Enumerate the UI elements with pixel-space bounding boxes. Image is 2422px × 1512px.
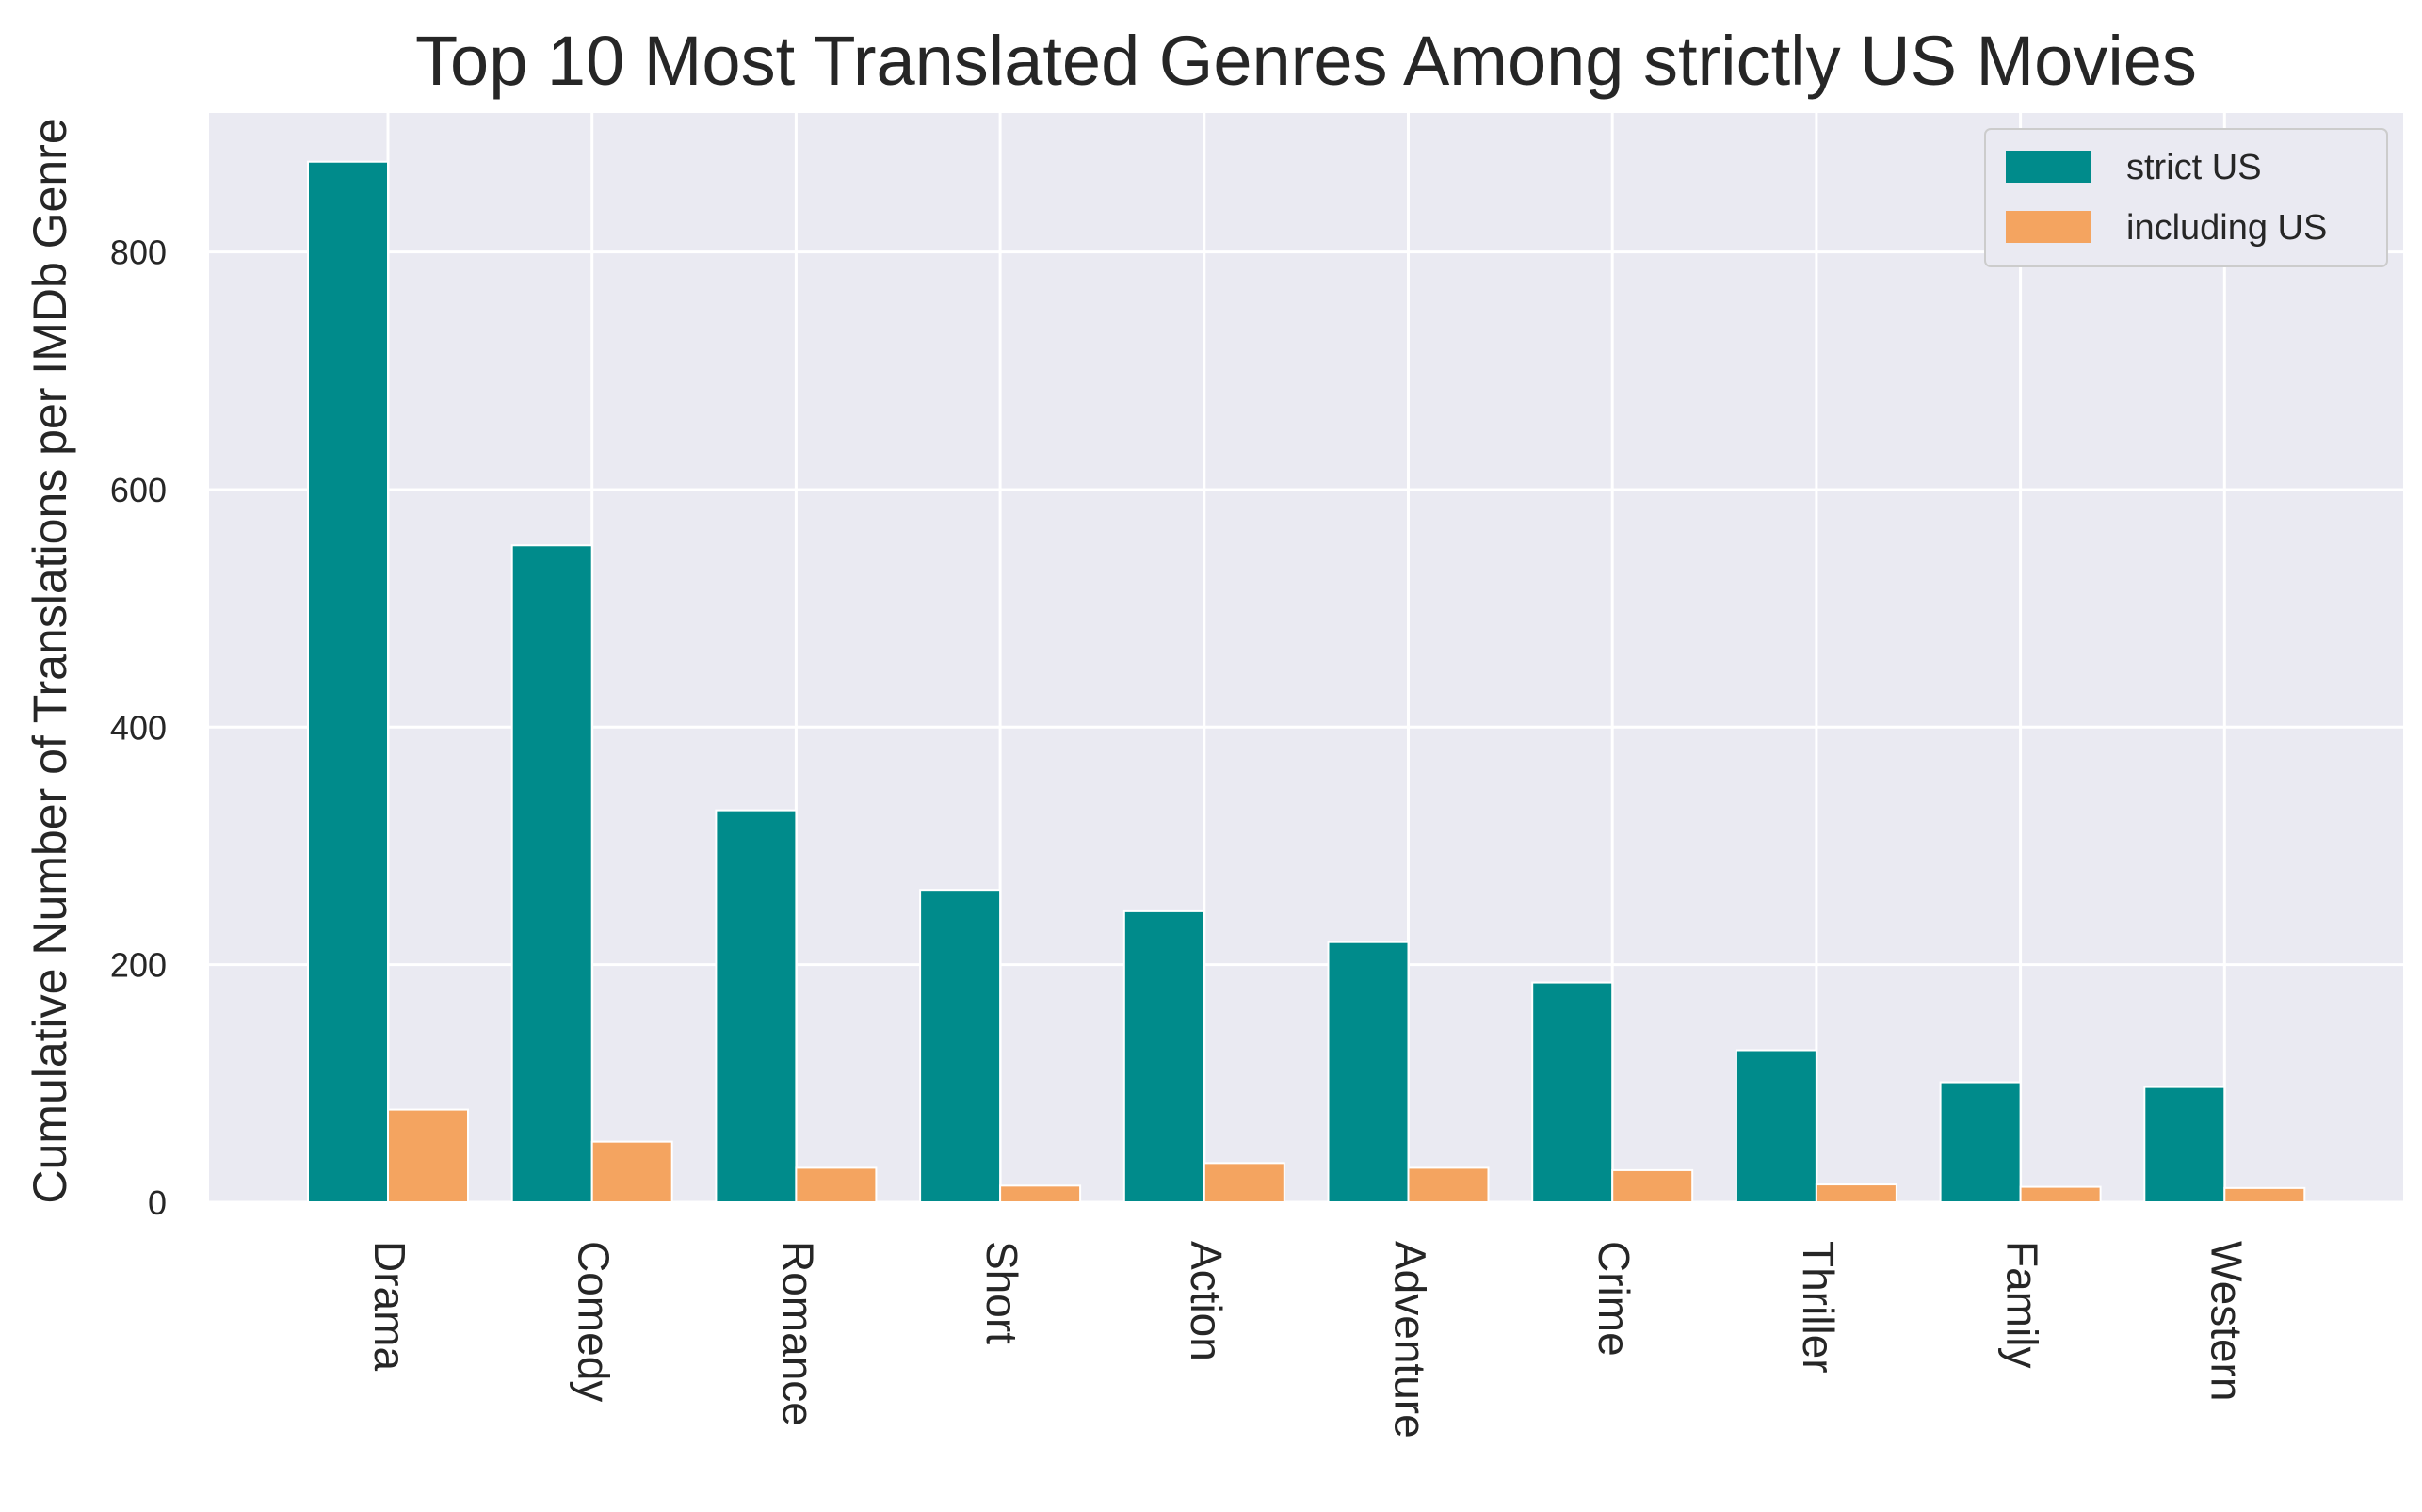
- y-tick-labels: 0 200 400 600 800: [110, 233, 167, 1222]
- y-tick-label: 800: [110, 233, 167, 272]
- bar-including-us-short: [999, 1184, 1082, 1204]
- bar-strict-us-family: [1939, 1081, 2022, 1203]
- x-tick-label-thriller: Thriller: [1794, 1241, 1843, 1374]
- y-tick-label: 600: [110, 471, 167, 509]
- bar-including-us-drama: [387, 1108, 469, 1203]
- bar-including-us-family: [2019, 1185, 2102, 1204]
- y-axis-label: Cumulative Number of Translations per IM…: [24, 118, 76, 1203]
- bar-including-us-comedy: [590, 1140, 673, 1203]
- y-tick-label: 0: [148, 1183, 167, 1222]
- x-tick-label-crime: Crime: [1590, 1241, 1639, 1357]
- x-tick-label-comedy: Comedy: [570, 1241, 619, 1402]
- bar-strict-us-thriller: [1735, 1049, 1817, 1204]
- chart-title: Top 10 Most Translated Genres Among stri…: [415, 22, 2197, 100]
- bar-strict-us-western: [2143, 1086, 2226, 1204]
- bar-strict-us-romance: [715, 809, 798, 1203]
- bar-strict-us-drama: [307, 160, 389, 1204]
- x-tick-label-family: Family: [1998, 1241, 2047, 1368]
- x-tick-label-adventure: Adventure: [1386, 1241, 1435, 1439]
- x-tick-label-action: Action: [1182, 1241, 1231, 1361]
- x-tick-label-romance: Romance: [773, 1241, 822, 1426]
- legend-label-strict-us: strict US: [2126, 148, 2262, 187]
- bar-including-us-adventure: [1407, 1166, 1490, 1203]
- x-tick-label-drama: Drama: [365, 1241, 414, 1371]
- bar-strict-us-crime: [1531, 981, 1614, 1204]
- legend-swatch-strict-us: [2006, 151, 2091, 183]
- bar-strict-us-action: [1122, 909, 1205, 1203]
- x-tick-label-short: Short: [977, 1241, 1026, 1344]
- legend-label-including-us: including US: [2126, 208, 2327, 248]
- bar-including-us-romance: [795, 1166, 878, 1203]
- bars: [307, 160, 2306, 1204]
- legend: strict US including US: [1984, 128, 2388, 267]
- bar-strict-us-adventure: [1327, 941, 1410, 1204]
- y-tick-label: 400: [110, 708, 167, 747]
- bar-including-us-action: [1203, 1162, 1285, 1204]
- bar-strict-us-comedy: [510, 544, 593, 1203]
- x-tick-label-western: Western: [2202, 1241, 2251, 1401]
- bar-including-us-thriller: [1815, 1183, 1897, 1203]
- bar-including-us-crime: [1611, 1168, 1694, 1203]
- bar-including-us-western: [2223, 1186, 2306, 1204]
- y-tick-label: 200: [110, 946, 167, 985]
- legend-swatch-including-us: [2006, 211, 2091, 243]
- bar-strict-us-short: [919, 889, 1002, 1204]
- x-tick-labels: Drama Comedy Romance Short Action Adventure Cr…: [365, 1241, 2251, 1439]
